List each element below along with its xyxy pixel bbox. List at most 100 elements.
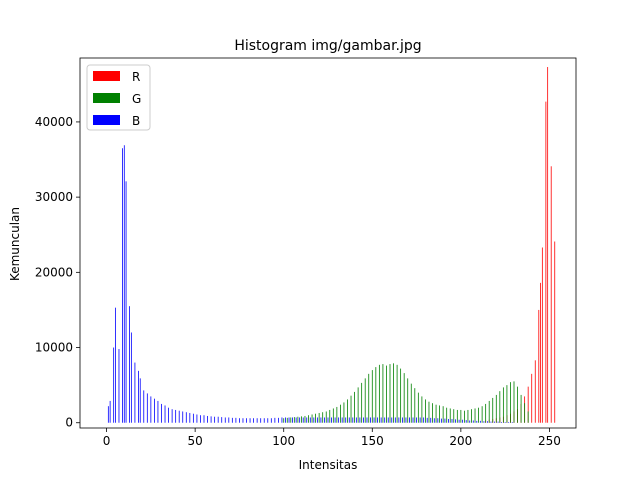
bar-g [332,408,334,423]
bar-b [387,417,389,423]
bar-b [334,417,336,423]
bars-layer [107,67,556,423]
bar-b [316,417,318,423]
bar-b [182,411,184,423]
bar-g [301,416,302,423]
bar-g [425,399,426,423]
legend-swatch-g [93,93,120,103]
legend-label-r: R [132,70,140,84]
bar-r [541,247,543,423]
bar-g [446,407,448,423]
bar-b [246,418,247,423]
bar-g [403,373,405,423]
bar-b [185,412,187,423]
bar-g [442,406,444,423]
bar-b [295,417,297,423]
bar-b [107,406,109,423]
bar-g [386,365,387,423]
bar-b [426,417,428,423]
bar-b [469,420,471,423]
bar-b [125,181,127,423]
bar-g [510,382,511,423]
bar-b [504,421,506,423]
bar-b [196,414,198,423]
bar-b [122,148,123,423]
bar-r [538,309,540,423]
bar-g [357,387,359,423]
bar-b [288,417,290,423]
bar-b [285,417,286,423]
bar-b [129,306,130,423]
bar-g [290,417,292,423]
bar-b [487,421,488,423]
bar-b [455,419,456,423]
bar-b [260,418,262,423]
x-tick-label: 200 [449,434,472,448]
bar-b [123,145,125,423]
bar-b [263,418,265,423]
bar-g [382,364,384,423]
bar-g [318,412,320,423]
bar-b [171,409,173,423]
bar-b [423,417,425,423]
bar-r [545,101,547,423]
bar-b [256,418,258,423]
bar-b [239,418,240,423]
bar-b [154,398,155,423]
bar-b [189,412,191,423]
bar-b [207,415,208,423]
y-tick-label: 20000 [35,265,73,279]
y-tick-label: 40000 [35,115,73,129]
bar-b [242,418,244,423]
bar-g [474,408,476,423]
bar-g [297,416,299,423]
bar-g [315,413,316,423]
bar-b [380,417,382,423]
bar-g [453,409,455,423]
bar-b [178,410,180,423]
bar-b [412,417,414,423]
ticks-layer: 0 50 100 150 200 250 0 10000 20000 30000 40000 [35,115,561,448]
x-tick-label: 250 [538,434,561,448]
bar-b [398,417,400,423]
bar-g [343,402,345,423]
bar-b [278,417,279,423]
bar-b [377,417,378,423]
bar-b [302,417,304,423]
bar-g [389,364,391,423]
bar-b [355,417,357,423]
bar-b [267,418,269,423]
bar-g [325,411,327,423]
bar-b [113,347,115,423]
bar-b [363,417,364,423]
bar-g [393,363,394,423]
bar-b [217,416,219,423]
bar-b [270,418,272,423]
bar-g [375,367,377,423]
bar-g [506,385,508,423]
bar-g [350,395,352,423]
bar-b [150,396,152,423]
bar-g [492,397,494,423]
x-tick-label: 50 [188,434,203,448]
bar-g [286,417,288,423]
bar-b [373,417,375,423]
bar-b [384,417,386,423]
bar-g [464,410,465,423]
bar-g [340,404,341,423]
bar-g [410,383,412,423]
bar-g [347,399,348,423]
bar-b [394,417,396,423]
bar-r [540,282,541,423]
bar-b [168,407,169,423]
bar-b [338,417,340,423]
bar-g [417,392,419,423]
bar-g [478,407,479,423]
bar-b [138,370,139,423]
bar-g [354,391,355,423]
bar-g [471,409,472,423]
bar-g [378,364,380,423]
bar-g [488,400,490,423]
